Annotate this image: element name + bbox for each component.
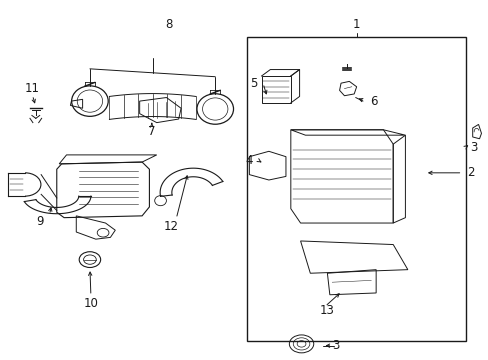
Text: 11: 11 <box>25 82 40 95</box>
Text: 1: 1 <box>352 18 360 31</box>
Text: 7: 7 <box>148 125 155 138</box>
Text: 4: 4 <box>245 154 253 167</box>
Text: 10: 10 <box>83 297 98 310</box>
Text: 2: 2 <box>467 166 474 179</box>
Text: 9: 9 <box>36 215 43 228</box>
Text: 8: 8 <box>165 18 172 31</box>
Text: 12: 12 <box>163 220 179 233</box>
Bar <box>246 37 466 341</box>
Text: 6: 6 <box>369 95 377 108</box>
Text: 13: 13 <box>319 305 334 318</box>
Text: 5: 5 <box>250 77 257 90</box>
Text: 3: 3 <box>331 339 339 352</box>
Text: 3: 3 <box>469 141 476 154</box>
